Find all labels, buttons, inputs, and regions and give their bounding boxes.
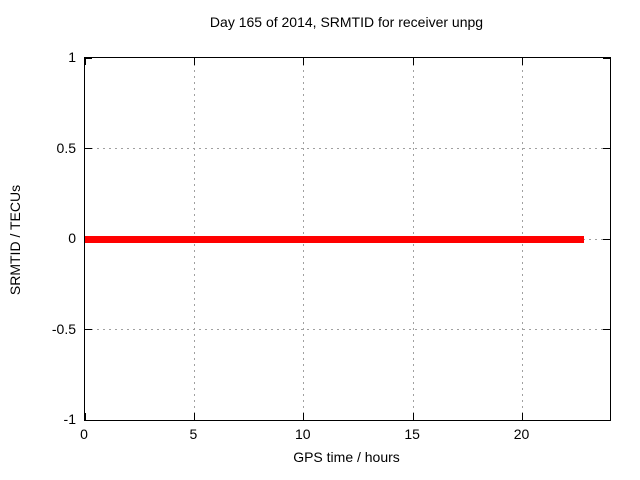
x-axis-label: GPS time / hours <box>293 449 400 465</box>
y-tick-label--1: -1 <box>63 411 76 427</box>
x-tick-bottom-5 <box>193 413 195 420</box>
x-tick-top-5 <box>193 58 195 65</box>
gridline-y--0.5 <box>85 329 610 330</box>
chart-title: Day 165 of 2014, SRMTID for receiver unp… <box>209 14 484 30</box>
x-tick-top-0 <box>84 58 86 65</box>
y-tick-right-0 <box>603 238 610 240</box>
x-tick-top-15 <box>412 58 414 65</box>
x-tick-label-20: 20 <box>513 426 530 442</box>
y-tick-left--0.5 <box>85 329 92 330</box>
y-tick-right--0.5 <box>603 329 610 330</box>
x-tick-bottom-15 <box>412 413 414 420</box>
y-tick-label-1: 1 <box>68 49 76 65</box>
plot-area <box>84 57 611 421</box>
x-tick-bottom-10 <box>303 413 305 420</box>
x-tick-label-5: 5 <box>189 426 198 442</box>
y-tick-left-0.5 <box>85 148 92 149</box>
x-tick-label-0: 0 <box>80 426 88 442</box>
x-tick-label-10: 10 <box>294 426 311 442</box>
y-tick-right--1 <box>603 419 610 421</box>
y-tick-left--1 <box>85 419 92 421</box>
y-tick-right-0.5 <box>603 148 610 149</box>
y-tick-label-0: 0 <box>68 230 76 246</box>
x-tick-label-15: 15 <box>404 426 420 442</box>
gridline-y-0.5 <box>85 148 610 149</box>
x-tick-bottom-20 <box>522 413 523 420</box>
y-tick-left-1 <box>85 57 92 59</box>
x-tick-top-20 <box>522 58 523 65</box>
y-tick-label--0.5: -0.5 <box>51 320 76 337</box>
x-tick-bottom-0 <box>84 413 86 420</box>
x-tick-top-10 <box>303 58 305 65</box>
y-tick-label-0.5: 0.5 <box>56 139 76 156</box>
data-series-line-srmtid <box>85 235 584 243</box>
y-tick-right-1 <box>603 57 610 59</box>
